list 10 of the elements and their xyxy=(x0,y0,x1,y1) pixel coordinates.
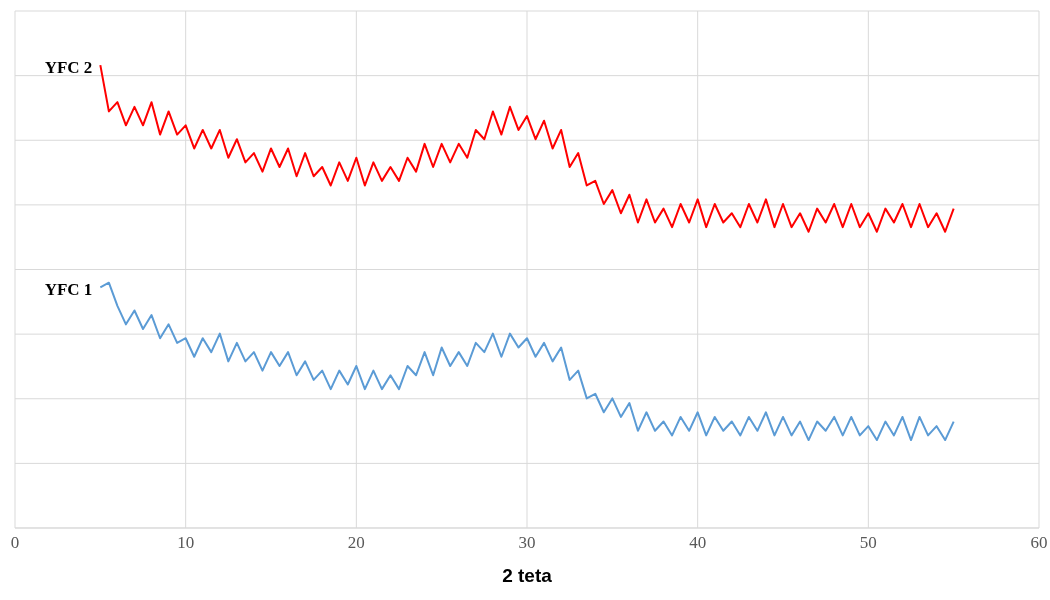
x-tick-label: 20 xyxy=(347,533,365,553)
x-tick-label: 50 xyxy=(859,533,877,553)
x-tick-label: 60 xyxy=(1030,533,1048,553)
x-tick-label: 40 xyxy=(689,533,707,553)
x-tick-label: 30 xyxy=(518,533,536,553)
x-tick-label: 10 xyxy=(177,533,195,553)
x-axis-title: 2 teta xyxy=(502,565,553,586)
series-label: YFC 1 xyxy=(44,280,93,300)
series-label: YFC 2 xyxy=(44,58,93,78)
x-tick-label: 0 xyxy=(10,533,20,553)
